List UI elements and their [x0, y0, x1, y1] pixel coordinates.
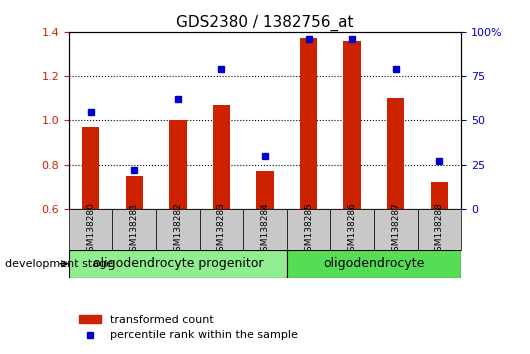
Text: GSM138285: GSM138285	[304, 202, 313, 257]
Bar	[156, 209, 200, 250]
Bar	[200, 209, 243, 250]
Text: GSM138286: GSM138286	[348, 202, 357, 257]
Bar	[112, 209, 156, 250]
Bar	[387, 98, 404, 209]
Bar	[243, 209, 287, 250]
Bar	[169, 120, 187, 209]
Text: oligodendrocyte: oligodendrocyte	[323, 257, 425, 270]
Title: GDS2380 / 1382756_at: GDS2380 / 1382756_at	[176, 14, 354, 30]
Bar	[343, 41, 361, 209]
Text: GSM138287: GSM138287	[391, 202, 400, 257]
Bar	[126, 176, 143, 209]
Bar	[374, 209, 418, 250]
Bar	[300, 39, 317, 209]
Text: GSM138281: GSM138281	[130, 202, 139, 257]
Bar	[69, 250, 287, 278]
Bar	[430, 182, 448, 209]
Bar	[330, 209, 374, 250]
Bar	[418, 209, 461, 250]
Text: GSM138280: GSM138280	[86, 202, 95, 257]
Text: oligodendrocyte progenitor: oligodendrocyte progenitor	[93, 257, 263, 270]
Bar	[69, 209, 112, 250]
Text: development stage: development stage	[5, 259, 113, 269]
Text: GSM138283: GSM138283	[217, 202, 226, 257]
Bar	[82, 127, 100, 209]
Text: GSM138282: GSM138282	[173, 202, 182, 257]
Text: GSM138284: GSM138284	[261, 202, 269, 257]
Bar	[287, 250, 461, 278]
Legend: transformed count, percentile rank within the sample: transformed count, percentile rank withi…	[74, 310, 302, 345]
Bar	[287, 209, 330, 250]
Bar	[257, 171, 273, 209]
Text: GSM138288: GSM138288	[435, 202, 444, 257]
Bar	[213, 105, 230, 209]
